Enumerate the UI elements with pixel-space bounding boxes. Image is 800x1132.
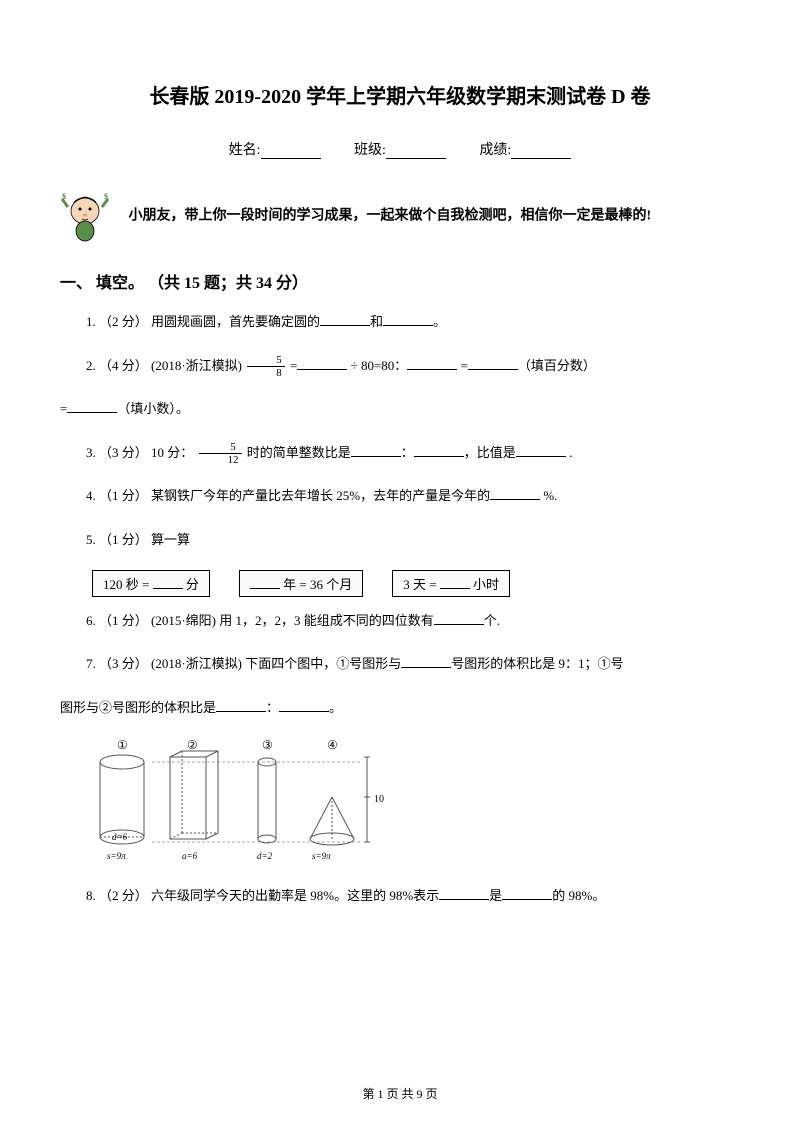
section-1-title: 一、 填空。 （共 15 题；共 34 分）	[60, 269, 740, 293]
class-blank	[386, 145, 446, 159]
svg-text:s=9π: s=9π	[107, 851, 126, 861]
shapes-diagram: ① d=6 s=9π ② a=6 ③ d=2 ④ s=9π 1	[92, 737, 740, 872]
svg-text:10: 10	[374, 794, 384, 805]
page-title: 长春版 2019-2020 学年上学期六年级数学期末测试卷 D 卷	[60, 80, 740, 109]
mascot-icon: $ $	[60, 189, 110, 244]
score-label: 成绩:	[479, 143, 511, 158]
question-3: 3. （3 分） 10 分： 512 时的简单整数比是：，比值是 .	[60, 439, 740, 468]
question-2: 2. （4 分） (2018·浙江模拟) 58 = ÷ 80=80： =（填百分…	[60, 352, 740, 381]
header-fields: 姓名: 班级: 成绩:	[60, 139, 740, 159]
svg-text:d=2: d=2	[257, 851, 273, 861]
question-6: 6. （1 分） (2015·绵阳) 用 1，2，2，3 能组成不同的四位数有个…	[60, 607, 740, 636]
class-label: 班级:	[354, 143, 386, 158]
shape-label-4: ④	[327, 738, 338, 752]
calc-box-2: 年 = 36 个月	[239, 570, 363, 597]
svg-text:d=6: d=6	[112, 832, 128, 842]
intro-paragraph: $ $ 小朋友，带上你一段时间的学习成果，一起来做个自我检测吧，相信你一定是最棒…	[60, 189, 740, 244]
name-blank	[261, 145, 321, 159]
shape-label-2: ②	[187, 738, 198, 752]
shape-label-3: ③	[262, 738, 273, 752]
question-1: 1. （2 分） 用圆规画圆，首先要确定圆的和。	[60, 308, 740, 337]
calc-box-1: 120 秒 = 分	[92, 570, 210, 597]
question-7: 7. （3 分） (2018·浙江模拟) 下面四个图中，①号图形与号图形的体积比…	[60, 650, 740, 679]
name-label: 姓名:	[229, 143, 261, 158]
svg-text:a=6: a=6	[182, 851, 198, 861]
calc-box-3: 3 天 = 小时	[392, 570, 510, 597]
calc-boxes: 120 秒 = 分 年 = 36 个月 3 天 = 小时	[92, 570, 740, 597]
question-5: 5. （1 分） 算一算	[60, 526, 740, 555]
question-7-line2: 图形与②号图形的体积比是：。	[60, 694, 740, 723]
svg-text:$: $	[104, 192, 108, 201]
page-footer: 第 1 页 共 9 页	[0, 1085, 800, 1102]
svg-text:s=9π: s=9π	[312, 851, 331, 861]
shape-label-1: ①	[117, 738, 128, 752]
svg-text:$: $	[62, 192, 66, 201]
intro-text: 小朋友，带上你一段时间的学习成果，一起来做个自我检测吧，相信你一定是最棒的!	[129, 209, 652, 224]
question-2-line2: =（填小数）。	[60, 395, 740, 424]
question-4: 4. （1 分） 某钢铁厂今年的产量比去年增长 25%，去年的产量是今年的 %.	[60, 482, 740, 511]
question-8: 8. （2 分） 六年级同学今天的出勤率是 98%。这里的 98%表示是的 98…	[60, 882, 740, 911]
score-blank	[511, 145, 571, 159]
